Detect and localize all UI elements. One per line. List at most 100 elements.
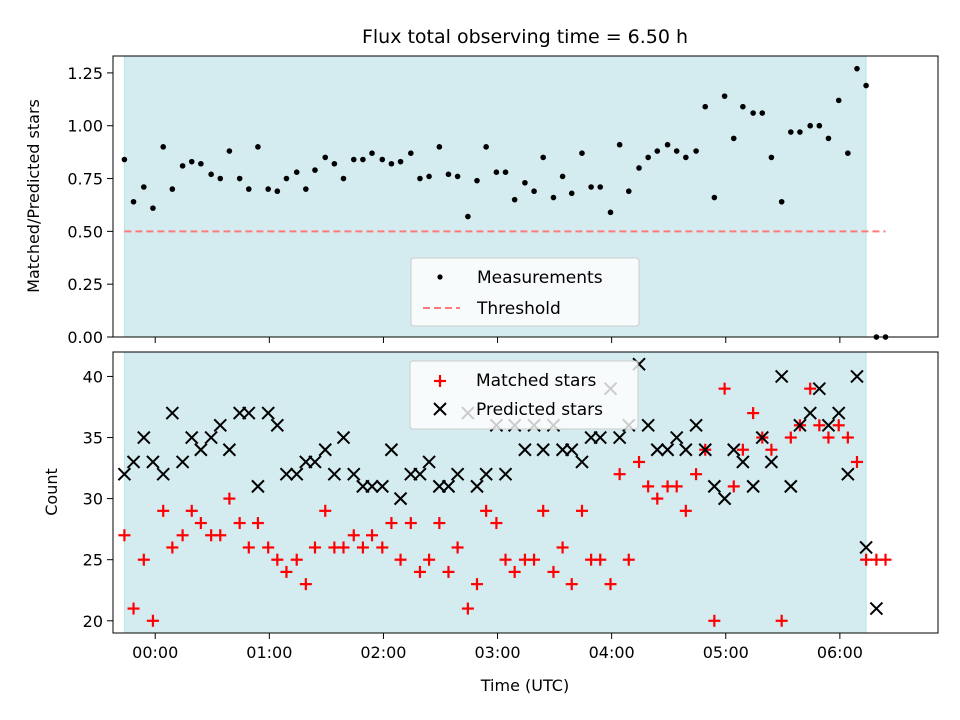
measurement-point xyxy=(711,194,718,201)
predicted-star-point xyxy=(518,443,532,457)
measurement-point xyxy=(303,186,309,192)
matched-star-point xyxy=(690,468,703,481)
measurement-point xyxy=(474,177,480,184)
count-x-ticks: 00:00 01:00 02:00 03:00 04:00 05:00 06:00 xyxy=(132,633,863,662)
predicted-star-point xyxy=(736,455,750,469)
measurement-point xyxy=(673,148,680,154)
measurement-point xyxy=(265,186,271,192)
matched-star-point xyxy=(670,480,683,493)
matched-star-point xyxy=(490,517,503,530)
y-tick-label: 25 xyxy=(83,551,103,570)
matched-star-point xyxy=(271,553,284,566)
measurement-point xyxy=(340,175,347,182)
predicted-star-point xyxy=(279,467,294,481)
legend-measurements-label: Measurements xyxy=(477,268,603,288)
matched-star-point xyxy=(708,614,721,627)
matched-star-point xyxy=(508,565,521,578)
matched-star-point xyxy=(604,578,617,591)
predicted-star-point xyxy=(175,455,190,469)
measurement-point xyxy=(863,82,869,89)
predicted-star-point xyxy=(784,479,798,494)
matched-star-point xyxy=(471,578,484,591)
measurement-point xyxy=(245,186,252,192)
measurement-point xyxy=(226,148,233,154)
predicted-star-point xyxy=(441,479,456,494)
matched-star-point xyxy=(622,553,635,566)
predicted-star-point xyxy=(185,430,199,445)
predicted-star-point xyxy=(764,455,779,469)
measurement-point xyxy=(588,184,594,190)
matched-star-point xyxy=(376,541,389,554)
matched-star-point xyxy=(347,529,360,542)
measurement-point xyxy=(426,173,432,180)
matched-star-point xyxy=(841,431,854,444)
x-tick-label: 03:00 xyxy=(474,643,520,662)
measurement-point xyxy=(217,175,224,182)
measurement-point xyxy=(568,190,575,197)
predicted-star-point xyxy=(251,479,265,494)
measurement-point xyxy=(797,129,803,135)
measurement-point xyxy=(483,144,489,150)
matched-star-point xyxy=(385,517,398,530)
y-tick-label: 0.75 xyxy=(67,170,103,189)
predicted-star-point xyxy=(393,491,408,506)
measurement-point xyxy=(654,148,661,154)
measurement-point xyxy=(531,188,537,195)
count-legend: Matched stars Predicted stars xyxy=(409,360,639,430)
matched-stars-points xyxy=(118,382,892,627)
matched-star-point xyxy=(784,431,797,444)
predicted-star-point xyxy=(126,455,141,469)
measurement-point xyxy=(502,169,509,176)
matched-star-point xyxy=(233,517,246,530)
matched-star-point xyxy=(451,541,464,554)
matched-star-point xyxy=(242,541,255,554)
predicted-star-point xyxy=(479,467,493,481)
matched-star-point xyxy=(319,504,332,517)
predicted-star-point xyxy=(165,406,180,420)
x-tick-label: 05:00 xyxy=(703,643,749,662)
x-tick-label: 04:00 xyxy=(589,643,635,662)
measurement-point xyxy=(198,160,204,167)
predicted-star-point xyxy=(679,443,693,457)
predicted-star-point xyxy=(413,467,427,481)
measurement-point xyxy=(331,160,338,167)
matched-star-point xyxy=(433,517,446,530)
matched-star-point xyxy=(565,578,578,591)
measurement-point xyxy=(645,154,651,161)
count-y-ticks: 20 25 30 35 40 xyxy=(83,367,113,631)
measurement-point xyxy=(816,122,823,129)
matched-star-point xyxy=(166,541,179,554)
y-tick-label: 40 xyxy=(83,367,103,386)
predicted-star-point xyxy=(832,406,846,420)
predicted-star-point xyxy=(593,430,607,445)
measurement-point xyxy=(579,150,585,156)
x-tick-label: 01:00 xyxy=(246,643,292,662)
matched-star-point xyxy=(214,529,227,542)
ratio-legend: Measurements Threshold xyxy=(410,257,640,327)
legend-measurement-marker xyxy=(437,274,443,280)
predicted-star-point xyxy=(327,467,342,481)
legend-matched-label: Matched stars xyxy=(476,371,596,391)
matched-star-point xyxy=(146,614,159,627)
predicted-star-point xyxy=(812,381,827,396)
matched-star-point xyxy=(262,541,275,554)
predicted-star-point xyxy=(308,455,322,469)
measurement-point xyxy=(778,198,785,205)
matched-star-point xyxy=(394,553,407,566)
measurement-point xyxy=(616,141,623,148)
matched-star-point xyxy=(223,492,236,505)
measurement-point xyxy=(188,158,195,165)
predicted-star-point xyxy=(859,540,873,555)
matched-star-point xyxy=(765,443,778,456)
matched-star-point xyxy=(176,529,189,542)
predicted-star-point xyxy=(536,443,550,457)
measurement-point xyxy=(360,156,366,163)
predicted-star-point xyxy=(565,443,579,457)
legend-predicted-label: Predicted stars xyxy=(476,400,603,420)
ratio-axes-frame xyxy=(112,55,939,338)
measurement-point xyxy=(740,103,746,110)
predicted-star-point xyxy=(689,418,703,433)
predicted-star-point xyxy=(698,443,712,457)
count-panel: 20 25 30 35 40 00:00 01:00 02:00 03:00 04:00 05:0… xyxy=(42,351,939,695)
measurement-point xyxy=(825,135,832,142)
